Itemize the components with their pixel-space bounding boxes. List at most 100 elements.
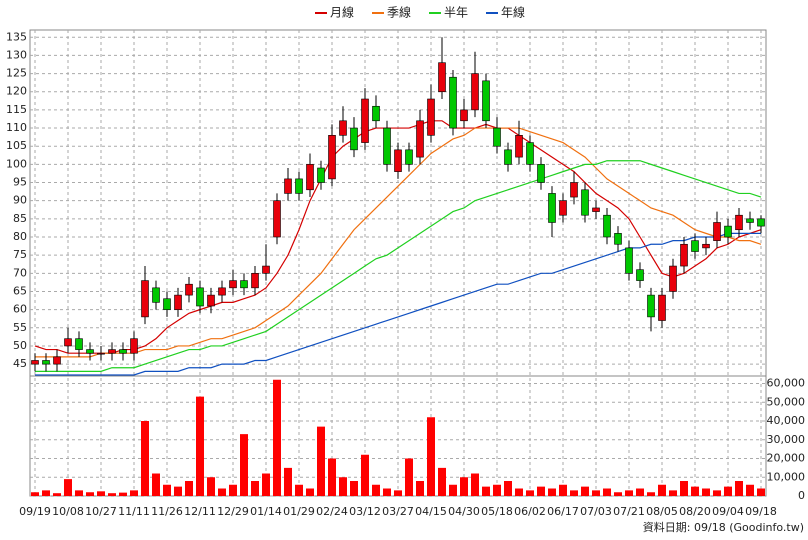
y2-tick-label: 10,000: [767, 470, 806, 483]
ma-line: [35, 232, 761, 376]
candle-body: [636, 269, 644, 281]
candle-body: [559, 200, 567, 216]
volume-bar: [163, 484, 171, 496]
volume-bar: [350, 481, 358, 496]
volume-bar: [262, 473, 270, 496]
candle-body: [207, 294, 215, 307]
y-tick-label: 105: [6, 139, 27, 152]
y2-tick-label: 60,000: [767, 377, 806, 390]
y-tick-label: 75: [13, 248, 27, 261]
y-tick-label: 110: [6, 121, 27, 134]
volume-bar: [295, 484, 303, 496]
volume-bar: [680, 481, 688, 496]
x-tick-label: 05/18: [481, 505, 513, 518]
volume-bar: [548, 488, 556, 496]
ma-line: [35, 127, 762, 358]
legend-label: 半年: [444, 6, 468, 20]
candle-body: [97, 352, 105, 355]
y-tick-label: 65: [13, 284, 27, 297]
y2-tick-label: 0: [798, 489, 805, 502]
volume-bar: [614, 492, 622, 496]
y-tick-label: 80: [13, 230, 27, 243]
volume-bar: [636, 488, 644, 496]
volume-bar: [328, 458, 336, 496]
volume-bar: [31, 492, 39, 496]
volume-bar: [724, 486, 732, 496]
y2-tick-label: 50,000: [767, 395, 806, 408]
ma-line: [35, 160, 762, 372]
volume-bar: [152, 473, 160, 496]
y-tick-label: 135: [6, 30, 27, 43]
y-tick-label: 55: [13, 321, 27, 334]
x-tick-label: 09/19: [19, 505, 51, 518]
candle-body: [163, 298, 171, 310]
candle-body: [31, 360, 39, 365]
volume-bar: [130, 490, 138, 496]
volume-bar: [119, 492, 127, 496]
volume-bar: [449, 484, 457, 496]
y-tick-label: 130: [6, 48, 27, 61]
candle-body: [504, 149, 512, 165]
volume-bar: [570, 490, 578, 496]
candle-body: [515, 135, 523, 158]
candle-body: [537, 164, 545, 183]
y2-tick-label: 30,000: [767, 433, 806, 446]
volume-bar: [713, 490, 721, 496]
y-tick-label: 120: [6, 85, 27, 98]
volume-bar: [317, 426, 325, 496]
volume-bar: [284, 467, 292, 496]
volume-bar: [97, 491, 105, 496]
volume-bar: [229, 484, 237, 496]
candle-body: [416, 120, 424, 158]
candle-body: [383, 127, 391, 165]
x-tick-label: 12/11: [184, 505, 216, 518]
volume-bar: [471, 473, 479, 496]
volume-bar: [559, 484, 567, 496]
candle-body: [361, 98, 369, 143]
candle-body: [108, 349, 116, 354]
candle-body: [152, 287, 160, 303]
candle-body: [757, 218, 765, 227]
x-tick-label: 02/24: [316, 505, 348, 518]
candle-body: [713, 222, 721, 241]
volume-bar: [515, 488, 523, 496]
volume-bar: [207, 477, 215, 496]
source: 資料日期: 09/18 (Goodinfo.tw): [643, 520, 804, 534]
volume-bar: [196, 396, 204, 496]
candle-body: [680, 243, 688, 267]
candle-body: [251, 273, 259, 289]
candle-body: [306, 164, 314, 191]
volume-bar: [691, 486, 699, 496]
x-tick-label: 03/27: [382, 505, 414, 518]
candle-body: [273, 200, 281, 238]
x-tick-label: 11/11: [118, 505, 150, 518]
y2-tick-label: 20,000: [767, 452, 806, 465]
volume-bar: [526, 490, 534, 496]
candle-body: [526, 142, 534, 165]
volume-bar: [53, 493, 61, 496]
x-tick-label: 06/17: [547, 505, 579, 518]
x-tick-label: 07/21: [613, 505, 645, 518]
candle-body: [614, 233, 622, 245]
x-tick-label: 06/02: [514, 505, 546, 518]
volume-bar: [482, 486, 490, 496]
candle-body: [218, 287, 226, 296]
candle-body: [174, 294, 182, 310]
volume-bar: [240, 434, 248, 496]
y-tick-label: 60: [13, 303, 27, 316]
candle-body: [119, 349, 127, 354]
volume-bar: [416, 481, 424, 496]
candle-body: [570, 182, 578, 198]
y-tick-label: 125: [6, 67, 27, 80]
volume-bar: [273, 379, 281, 496]
candle-body: [284, 178, 292, 194]
x-tick-label: 08/20: [679, 505, 711, 518]
candle-body: [196, 287, 204, 307]
x-tick-label: 01/29: [283, 505, 315, 518]
candle-body: [53, 356, 61, 365]
volume-bar: [625, 490, 633, 496]
candle-body: [460, 109, 468, 122]
candle-body: [735, 214, 743, 231]
x-tick-label: 12/29: [217, 505, 249, 518]
candle-body: [581, 189, 589, 216]
